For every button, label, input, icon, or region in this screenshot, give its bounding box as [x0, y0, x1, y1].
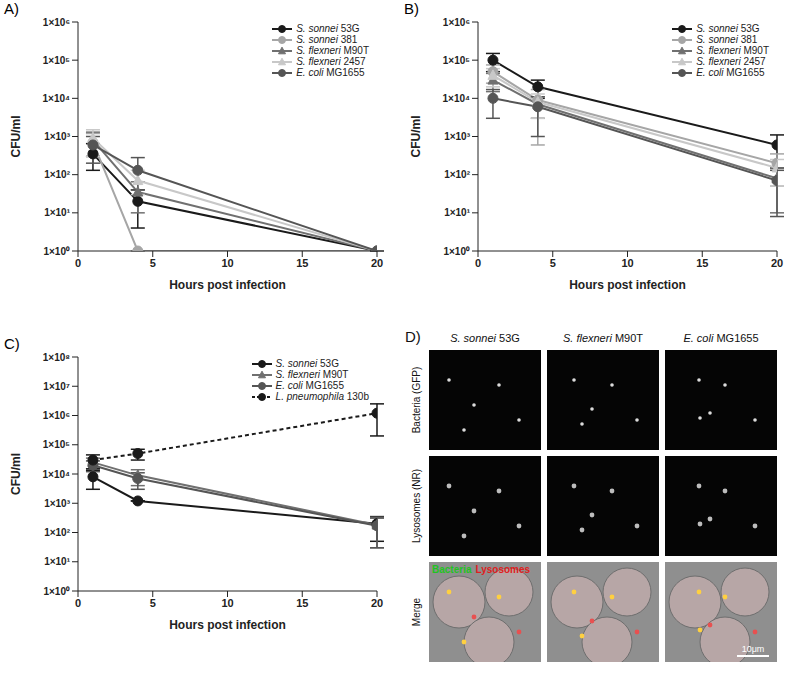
html-text:S. sonnei 53G: S. sonnei 53G: [450, 332, 520, 344]
svg-text:1×10⁶: 1×10⁶: [43, 410, 70, 421]
html-text:S. flexneri M90T: S. flexneri M90T: [696, 45, 769, 56]
html-text:S. flexneri M90T: S. flexneri M90T: [562, 332, 643, 344]
svg-text:1×10⁶: 1×10⁶: [43, 17, 70, 28]
svg-text:1×10¹: 1×10¹: [444, 207, 471, 218]
html-text:E. coli MG1655: E. coli MG1655: [696, 67, 765, 78]
svg-text:5: 5: [150, 597, 156, 609]
svg-text:1×10⁵: 1×10⁵: [443, 55, 471, 66]
svg-text:1×10³: 1×10³: [444, 131, 471, 142]
html-text:C): C): [4, 335, 20, 352]
html-text:S. sonnei 53G: S. sonnei 53G: [696, 23, 760, 34]
svg-text:15: 15: [296, 597, 308, 609]
html-text:E. coli MG1655: E. coli MG1655: [275, 380, 344, 391]
html-text:S. flexneri 2457: S. flexneri 2457: [696, 56, 766, 67]
svg-text:15: 15: [696, 257, 708, 269]
svg-text:5: 5: [150, 257, 156, 269]
html-text:S. sonnei 53G: S. sonnei 53G: [296, 23, 360, 34]
html-text:E. coli MG1655: E. coli MG1655: [683, 332, 759, 344]
svg-text:1×10²: 1×10²: [44, 527, 71, 538]
svg-text:10: 10: [221, 597, 233, 609]
html-text:Lysosomes (NR): Lysosomes (NR): [410, 469, 422, 543]
svg-text:1×10⁰: 1×10⁰: [443, 246, 470, 257]
svg-text:1×10⁰: 1×10⁰: [43, 246, 70, 257]
html-text:D): D): [405, 328, 421, 345]
svg-text:1×10¹: 1×10¹: [44, 207, 71, 218]
html-text:Bacteria Lysosomes: Bacteria Lysosomes: [432, 564, 531, 575]
svg-text:20: 20: [371, 257, 383, 269]
html-text:Bacteria (GFP): Bacteria (GFP): [410, 366, 422, 434]
svg-text:1×10²: 1×10²: [444, 169, 471, 180]
html-text:S. flexneri M90T: S. flexneri M90T: [275, 369, 349, 380]
svg-text:Hours post infection: Hours post infection: [169, 278, 286, 292]
svg-text:Hours post infection: Hours post infection: [169, 618, 286, 632]
svg-text:20: 20: [371, 597, 383, 609]
svg-text:1×10⁷: 1×10⁷: [43, 381, 70, 392]
svg-text:1×10³: 1×10³: [44, 131, 71, 142]
svg-text:1×10⁴: 1×10⁴: [43, 93, 71, 104]
svg-text:CFU/ml: CFU/ml: [9, 116, 23, 158]
html-text:A): A): [4, 0, 19, 17]
svg-text:1×10⁰: 1×10⁰: [43, 586, 70, 597]
html-text:L. pneumophila 130b: L. pneumophila 130b: [275, 391, 369, 402]
svg-text:Hours post infection: Hours post infection: [569, 278, 686, 292]
svg-text:10: 10: [621, 257, 633, 269]
svg-text:1×10¹: 1×10¹: [44, 556, 71, 567]
svg-text:5: 5: [550, 257, 556, 269]
svg-text:1×10⁶: 1×10⁶: [443, 17, 470, 28]
svg-text:10: 10: [221, 257, 233, 269]
html-text:S. flexneri 2457: S. flexneri 2457: [296, 56, 366, 67]
svg-text:1×10³: 1×10³: [44, 498, 71, 509]
html-text:S. sonnei 381: S. sonnei 381: [296, 34, 358, 45]
svg-text:1×10⁸: 1×10⁸: [43, 352, 71, 363]
svg-text:CFU/ml: CFU/ml: [409, 116, 423, 158]
svg-text:0: 0: [75, 257, 81, 269]
svg-text:1×10⁵: 1×10⁵: [43, 55, 71, 66]
svg-text:CFU/ml: CFU/ml: [9, 453, 23, 495]
svg-text:15: 15: [296, 257, 308, 269]
html-text:E. coli MG1655: E. coli MG1655: [296, 67, 365, 78]
html-text:B): B): [404, 0, 419, 17]
svg-text:1×10⁵: 1×10⁵: [43, 439, 71, 450]
svg-text:20: 20: [771, 257, 783, 269]
html-text:S. sonnei 381: S. sonnei 381: [696, 34, 758, 45]
svg-text:1×10²: 1×10²: [44, 169, 71, 180]
svg-text:0: 0: [475, 257, 481, 269]
html-text:S. flexneri M90T: S. flexneri M90T: [296, 45, 369, 56]
html-text:S. sonnei 53G: S. sonnei 53G: [275, 358, 339, 369]
svg-text:0: 0: [75, 597, 81, 609]
html-text:Merge: Merge: [410, 597, 422, 627]
svg-text:1×10⁴: 1×10⁴: [43, 469, 71, 480]
html-text:10μm: 10μm: [741, 644, 765, 654]
svg-text:1×10⁴: 1×10⁴: [443, 93, 471, 104]
